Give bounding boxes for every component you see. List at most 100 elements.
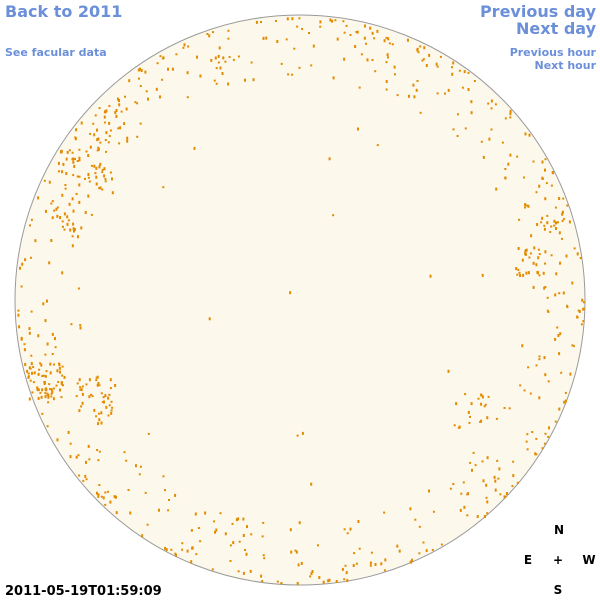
facular-point: [174, 552, 177, 555]
facular-point: [546, 309, 549, 312]
previous-day-link[interactable]: Previous day: [480, 2, 597, 21]
facular-point: [558, 292, 561, 295]
facular-point: [78, 175, 81, 178]
facular-point: [285, 38, 288, 41]
next-day-link[interactable]: Next day: [516, 19, 597, 38]
facular-point: [483, 515, 486, 518]
facular-point: [70, 323, 73, 326]
facular-point: [81, 392, 84, 396]
facular-point: [482, 155, 485, 159]
facular-point: [493, 475, 496, 479]
facular-point: [162, 56, 165, 60]
facular-point: [245, 552, 248, 556]
facular-point: [65, 157, 68, 161]
facular-point: [219, 66, 222, 70]
facular-point: [345, 571, 348, 575]
facular-point: [477, 397, 480, 400]
back-link[interactable]: Back to 2011: [5, 2, 122, 21]
facular-link[interactable]: See facular data: [5, 46, 107, 59]
facular-point: [72, 209, 75, 213]
facular-point: [72, 160, 75, 164]
facular-point: [78, 200, 81, 204]
facular-point: [123, 122, 126, 126]
facular-point: [578, 310, 581, 313]
facular-point: [561, 212, 564, 216]
compass-west: W: [582, 553, 595, 567]
facular-point: [452, 61, 455, 65]
facular-point: [136, 135, 139, 138]
facular-point: [530, 234, 533, 238]
facular-point: [466, 514, 469, 517]
facular-point: [102, 496, 105, 500]
facular-point: [580, 323, 583, 326]
facular-point: [310, 482, 313, 486]
facular-point: [374, 70, 377, 73]
facular-point: [103, 115, 106, 119]
facular-point: [464, 127, 467, 130]
facular-point: [72, 174, 75, 177]
facular-point: [56, 206, 59, 209]
facular-point: [447, 369, 450, 373]
facular-point: [564, 391, 567, 394]
next-hour-link[interactable]: Next hour: [535, 59, 597, 72]
facular-point: [357, 520, 360, 523]
facular-point: [107, 414, 110, 417]
facular-point: [92, 122, 95, 125]
facular-point: [67, 219, 70, 222]
previous-hour-link[interactable]: Previous hour: [510, 46, 597, 59]
facular-point: [109, 500, 112, 504]
facular-point: [571, 281, 574, 285]
facular-point: [509, 112, 512, 116]
facular-point: [529, 252, 532, 255]
facular-point: [553, 219, 556, 223]
facular-point: [290, 550, 293, 554]
facular-point: [73, 229, 75, 233]
facular-point: [63, 375, 66, 379]
facular-point: [147, 97, 149, 101]
facular-point: [481, 460, 484, 463]
facular-point: [501, 141, 504, 144]
facular-point: [100, 392, 103, 395]
facular-point: [101, 188, 104, 191]
facular-point: [162, 475, 165, 478]
facular-point: [336, 37, 339, 41]
facular-point: [134, 101, 137, 104]
facular-point: [369, 561, 372, 565]
facular-point: [319, 20, 322, 24]
facular-point: [71, 151, 74, 154]
facular-point: [484, 403, 487, 406]
facular-point: [480, 402, 483, 406]
facular-point: [72, 222, 75, 226]
facular-point: [561, 219, 564, 222]
facular-point: [119, 126, 122, 130]
facular-point: [24, 363, 27, 366]
facular-point: [544, 373, 547, 377]
compass-north: N: [554, 523, 564, 537]
compass-center: +: [553, 553, 563, 567]
facular-point: [110, 400, 113, 403]
facular-point: [528, 133, 531, 137]
facular-point: [97, 493, 100, 496]
facular-point: [263, 557, 266, 560]
facular-point: [457, 113, 459, 116]
facular-point: [139, 85, 142, 87]
facular-point: [204, 511, 207, 515]
facular-point: [104, 180, 107, 183]
facular-point: [43, 179, 46, 182]
facular-point: [61, 170, 64, 174]
facular-point: [85, 478, 88, 481]
facular-point: [67, 430, 70, 434]
facular-point: [94, 114, 97, 117]
facular-point: [46, 425, 49, 428]
facular-point: [97, 494, 100, 498]
facular-point: [558, 407, 561, 411]
facular-point: [459, 508, 462, 512]
facular-point: [98, 418, 101, 422]
facular-point: [215, 67, 218, 70]
facular-point: [101, 401, 104, 403]
facular-point: [425, 549, 428, 553]
facular-point: [141, 534, 144, 538]
facular-point: [158, 508, 160, 512]
facular-point: [544, 250, 547, 254]
facular-point: [62, 225, 64, 228]
